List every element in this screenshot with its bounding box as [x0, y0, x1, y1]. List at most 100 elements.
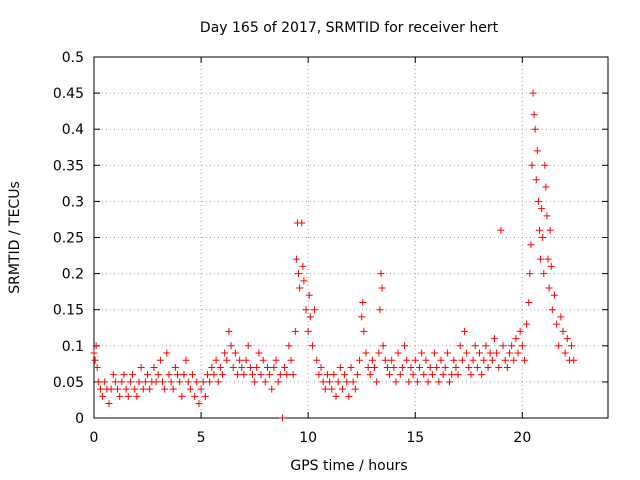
data-point: [299, 262, 307, 270]
data-point: [137, 363, 145, 371]
y-tick-label: 0: [75, 411, 84, 427]
y-tick-label: 0.05: [53, 375, 84, 391]
data-point: [476, 349, 483, 357]
data-point: [266, 371, 274, 379]
data-point: [129, 371, 137, 379]
data-point: [343, 378, 351, 386]
data-point: [221, 349, 229, 357]
data-point: [116, 392, 124, 400]
data-point: [295, 270, 303, 278]
data-point: [539, 234, 547, 241]
data-point: [465, 363, 473, 371]
data-point: [334, 378, 342, 386]
data-point: [529, 89, 537, 97]
data-point: [210, 371, 218, 379]
data-point: [105, 400, 113, 408]
data-point: [461, 327, 469, 335]
data-point: [238, 363, 246, 371]
data-point: [240, 371, 248, 379]
data-point: [420, 371, 428, 379]
data-point: [535, 226, 543, 234]
data-point: [193, 378, 201, 386]
data-point: [244, 342, 252, 350]
data-point: [388, 356, 396, 364]
data-point: [516, 327, 524, 335]
data-point: [287, 356, 295, 364]
data-point: [433, 363, 441, 371]
data-point: [281, 363, 289, 371]
data-point: [482, 342, 490, 350]
data-point: [520, 356, 528, 364]
data-point: [154, 371, 162, 379]
data-point: [371, 363, 379, 371]
data-point: [553, 320, 561, 328]
data-point: [150, 363, 158, 371]
data-point: [443, 349, 451, 357]
data-point: [501, 356, 509, 364]
data-point: [538, 205, 546, 213]
data-point: [512, 335, 520, 343]
x-tick-label: 10: [299, 430, 317, 446]
data-point: [530, 111, 538, 119]
data-point: [349, 378, 357, 386]
data-point: [533, 147, 541, 155]
data-point: [174, 371, 182, 379]
x-tick-label: 20: [513, 430, 531, 446]
data-point: [446, 378, 454, 386]
data-point: [321, 385, 329, 393]
data-point: [508, 342, 516, 350]
data-point: [338, 385, 346, 393]
data-point: [411, 356, 419, 364]
data-point: [274, 378, 282, 386]
data-point: [167, 378, 175, 386]
data-point: [135, 378, 143, 386]
data-point: [328, 385, 336, 393]
data-point: [422, 356, 430, 364]
data-point: [268, 385, 276, 393]
data-point: [526, 270, 534, 278]
data-point: [276, 371, 284, 379]
data-point: [317, 363, 325, 371]
data-point: [550, 291, 558, 299]
x-tick-label: 5: [197, 430, 206, 446]
y-tick-label: 0.4: [62, 122, 84, 138]
data-point: [484, 363, 492, 371]
data-point: [458, 356, 466, 364]
data-point: [493, 349, 501, 357]
data-point: [471, 342, 479, 350]
data-point: [543, 212, 551, 220]
data-point: [364, 363, 372, 371]
data-point: [326, 378, 334, 386]
y-tick-label: 0.3: [62, 194, 84, 210]
y-tick-label: 0.2: [62, 267, 84, 283]
data-point: [394, 349, 402, 357]
data-point: [450, 356, 458, 364]
data-point: [332, 392, 340, 400]
data-point: [490, 335, 498, 343]
data-point: [544, 255, 552, 263]
data-point: [131, 385, 139, 393]
data-point: [171, 363, 179, 371]
data-point: [165, 371, 173, 379]
data-point: [296, 284, 304, 292]
data-point: [523, 320, 531, 328]
data-point: [532, 176, 540, 184]
data-point: [330, 371, 338, 379]
data-point: [398, 363, 406, 371]
data-point: [305, 291, 313, 299]
data-point: [178, 392, 186, 400]
data-point: [467, 371, 475, 379]
data-point: [396, 371, 404, 379]
data-point: [255, 349, 263, 357]
data-point: [169, 385, 177, 393]
data-point: [510, 356, 518, 364]
data-point: [270, 363, 278, 371]
data-point: [386, 371, 394, 379]
data-point: [283, 371, 291, 379]
data-point: [431, 349, 439, 357]
data-point: [233, 371, 241, 379]
data-point: [407, 363, 415, 371]
data-point: [351, 385, 359, 393]
data-point: [133, 392, 141, 400]
data-point: [540, 270, 548, 278]
